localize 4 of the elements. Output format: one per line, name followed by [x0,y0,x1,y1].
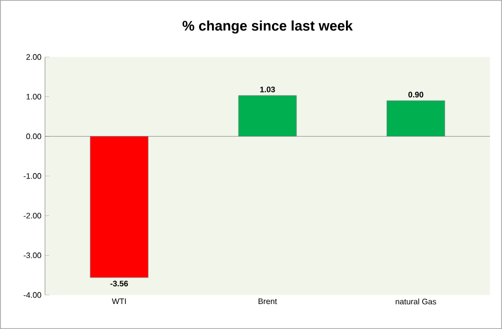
bar [238,95,297,137]
bar [90,136,148,278]
chart-title: % change since last week [182,20,353,34]
bar [386,100,446,137]
